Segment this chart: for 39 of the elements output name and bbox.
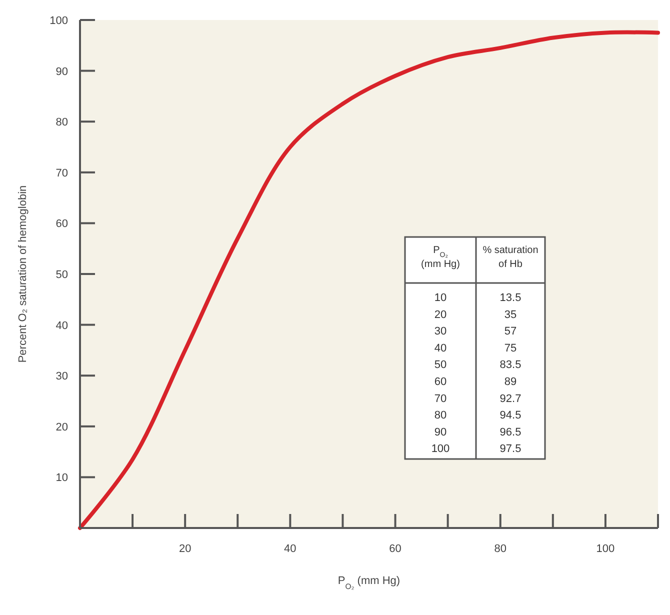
annotation: 20 xyxy=(434,308,447,321)
annotation: 80 xyxy=(434,410,447,422)
x-axis-title: P$_{O₂}$ (mm Hg) xyxy=(338,575,400,590)
annotation: 83.5 xyxy=(500,359,522,372)
y-tick-label: 70 xyxy=(56,167,68,180)
x-tick-label: 80 xyxy=(494,543,506,555)
annotation: 70 xyxy=(434,392,447,405)
annotation: 50 xyxy=(434,359,447,372)
y-tick-label: 90 xyxy=(56,66,68,78)
annotation: 40 xyxy=(434,342,447,354)
annotation: 97.5 xyxy=(500,443,522,456)
annotation: 94.5 xyxy=(500,410,522,422)
y-tick-label: 100 xyxy=(50,15,68,27)
x-tick-label: 40 xyxy=(284,543,296,555)
y-tick-label: 30 xyxy=(56,370,68,383)
y-tick-label: 50 xyxy=(56,269,68,281)
x-tick-label: 20 xyxy=(178,543,192,555)
annotation: 90 xyxy=(434,426,447,438)
annotation: 89 xyxy=(504,376,517,388)
annotation: 30 xyxy=(434,326,447,338)
x-tick-label: 100 xyxy=(596,543,615,555)
annotation: 10 xyxy=(434,292,447,304)
annotation: 35 xyxy=(504,308,517,321)
annotation: 75 xyxy=(504,342,517,354)
annotation: 57 xyxy=(504,326,517,338)
x-tick-label: 60 xyxy=(389,543,402,555)
annotation: 96.5 xyxy=(500,426,522,438)
annotation: 92.7 xyxy=(500,392,522,405)
y-axis-title: Percent O₂ saturation of hemoglobin xyxy=(17,185,29,363)
y-tick-label: 80 xyxy=(56,116,68,129)
annotation: % saturation of Hb xyxy=(482,245,538,270)
annotation: 60 xyxy=(434,376,447,388)
y-tick-label: 40 xyxy=(56,320,68,332)
annotation: 13.5 xyxy=(500,292,522,304)
annotation: 100 xyxy=(431,443,450,456)
y-tick-label: 20 xyxy=(56,421,68,434)
y-tick-label: 10 xyxy=(56,472,68,484)
y-tick-label: 60 xyxy=(56,218,68,230)
annotation: P$_{O₂}$ (mm Hg) xyxy=(421,245,460,270)
